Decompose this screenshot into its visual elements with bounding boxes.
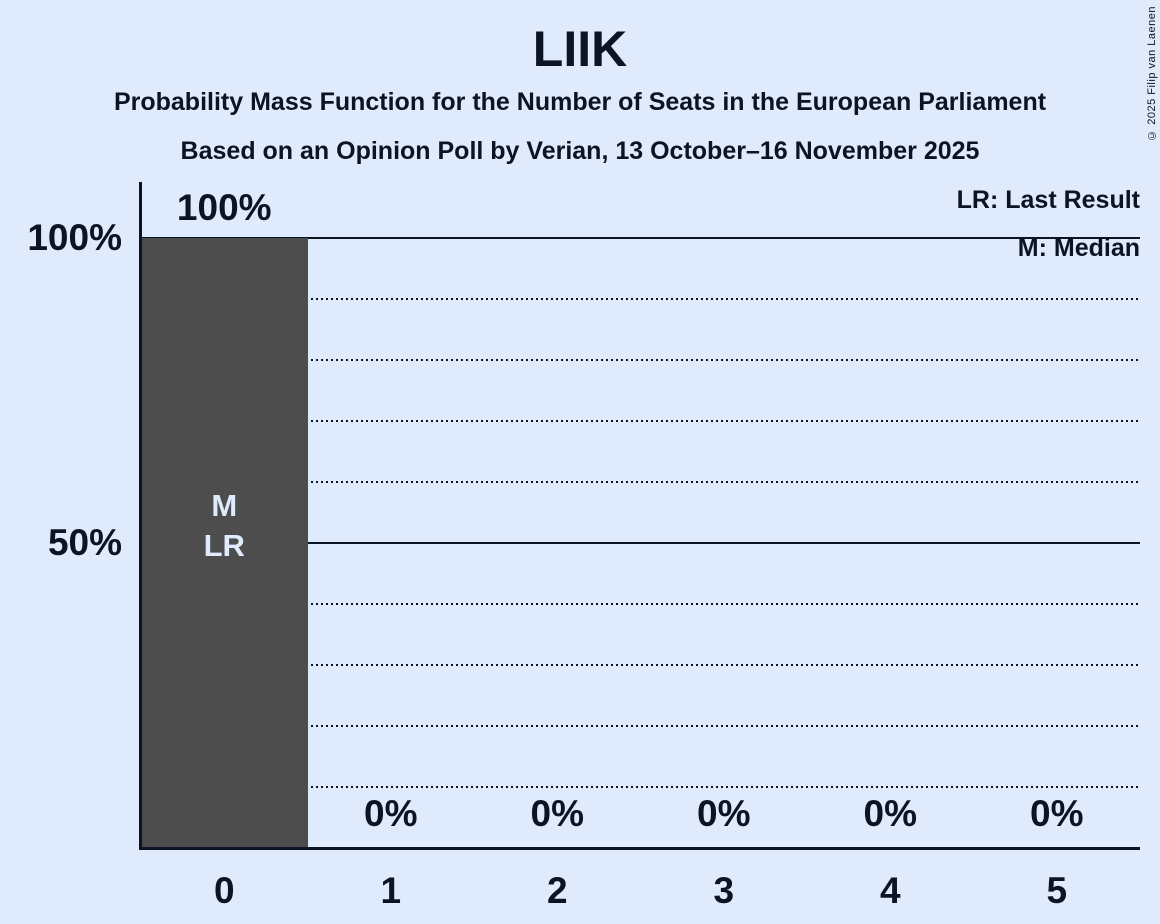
bar-value-label-seats-0: 100%	[176, 186, 272, 228]
bar-seats-0	[141, 237, 308, 848]
bar-value-label-seats-3: 0%	[697, 793, 751, 834]
x-tick-label-2: 2	[546, 870, 568, 911]
copyright-notice: © 2025 Filip van Laenen	[1146, 6, 1158, 141]
y-tick-label-100pct: 100%	[27, 216, 122, 258]
chart-subtitle: Probability Mass Function for the Number…	[113, 88, 1047, 116]
gridline-dotted-10pct	[141, 785, 1140, 788]
gridline-dotted-40pct	[141, 602, 1140, 605]
bar-value-label-seats-5: 0%	[1030, 793, 1084, 834]
x-axis-line	[139, 847, 1140, 850]
x-tick-label-5: 5	[1046, 870, 1068, 911]
y-tick-label-50pct: 50%	[47, 521, 122, 563]
bar-value-label-seats-1: 0%	[364, 793, 418, 834]
gridline-dotted-30pct	[141, 663, 1140, 666]
bar-annotation-median-last-result: M LR	[141, 486, 308, 566]
chart-title: LIIK	[532, 21, 628, 77]
bar-annotation-line: LR	[203, 528, 245, 563]
gridline-dotted-20pct	[141, 724, 1140, 727]
legend-median: M: Median	[1017, 234, 1140, 262]
gridline-dotted-80pct	[141, 358, 1140, 361]
bar-value-label-seats-4: 0%	[863, 793, 917, 834]
x-tick-label-1: 1	[380, 870, 402, 911]
poll-source-subtitle: Based on an Opinion Poll by Verian, 13 O…	[180, 137, 980, 165]
bar-annotation-line: M	[211, 488, 238, 523]
x-tick-label-0: 0	[213, 870, 235, 911]
bar-value-label-seats-2: 0%	[530, 793, 584, 834]
gridline-solid-100pct	[141, 236, 1140, 239]
gridline-solid-50pct	[141, 541, 1140, 544]
gridline-dotted-90pct	[141, 297, 1140, 300]
legend-last-result: LR: Last Result	[956, 186, 1140, 214]
gridline-dotted-70pct	[141, 419, 1140, 422]
gridline-dotted-60pct	[141, 480, 1140, 483]
x-tick-label-4: 4	[879, 870, 901, 911]
x-tick-label-3: 3	[713, 870, 735, 911]
y-axis-line	[139, 182, 142, 850]
